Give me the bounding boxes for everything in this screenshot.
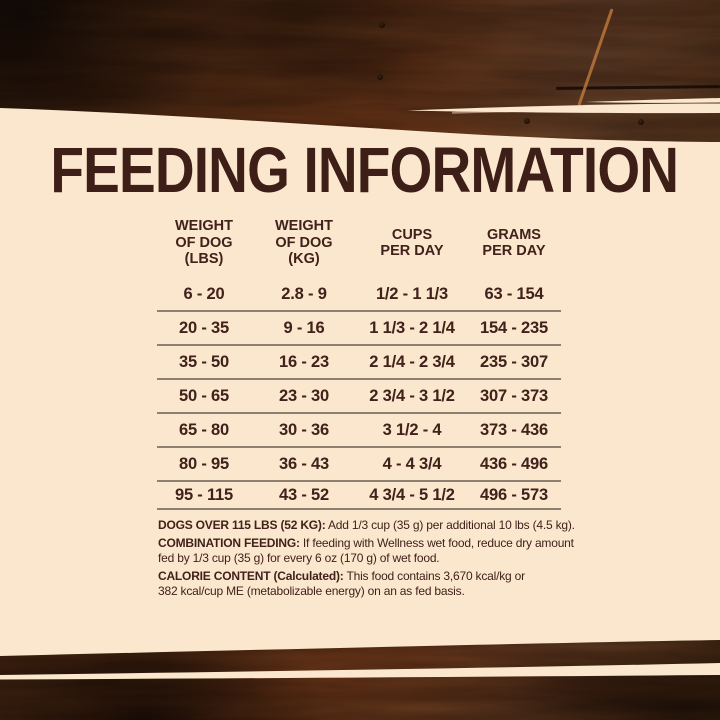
cell-cups: 4 - 4 3/4 [382,454,442,473]
cell-weight-lbs: 6 - 20 [183,284,225,303]
table-row: 6 - 20 2.8 - 9 1/2 - 1 1/3 63 - 154 [157,278,561,312]
note-lead: COMBINATION FEEDING: [158,535,300,550]
table-row: 80 - 95 36 - 43 4 - 4 3/4 436 - 496 [157,448,561,482]
note-calorie-content-cont: 382 kcal/cup ME (metabolizable energy) o… [158,584,588,600]
feeding-table: WEIGHT OF DOG (LBS) WEIGHT OF DOG (KG) C… [157,212,561,510]
cell-weight-lbs: 65 - 80 [179,420,229,439]
cell-grams: 154 - 235 [480,318,548,337]
header-weight-lbs: WEIGHT OF DOG (LBS) [175,218,233,268]
cell-grams: 496 - 573 [480,485,548,504]
header-cups-per-day: CUPS PER DAY [380,226,444,260]
cell-cups: 1 1/3 - 2 1/4 [369,318,455,337]
cell-cups: 2 3/4 - 3 1/2 [369,386,455,405]
panel-bottom-sliver [0,663,720,680]
panel-top-sliver-upper [585,98,720,103]
cell-grams: 307 - 373 [480,386,548,405]
feeding-notes: DOGS OVER 115 LBS (52 KG): Add 1/3 cup (… [158,518,588,600]
nail-dot [377,74,383,80]
cell-cups: 1/2 - 1 1/3 [375,284,449,303]
cell-cups: 3 1/2 - 4 [382,420,442,439]
nail-dot [638,119,644,125]
note-combination-feeding: COMBINATION FEEDING: If feeding with Wel… [158,536,588,552]
nail-dot [379,22,385,28]
cell-weight-kg: 2.8 - 9 [281,284,327,303]
header-grams-per-day: GRAMS PER DAY [482,226,546,260]
note-text: Add 1/3 cup (35 g) per additional 10 lbs… [325,518,575,532]
table-body: 6 - 20 2.8 - 9 1/2 - 1 1/3 63 - 154 20 -… [157,278,561,510]
cell-weight-lbs: 80 - 95 [179,454,229,473]
header-weight-kg: WEIGHT OF DOG (KG) [275,218,333,268]
note-text: If feeding with Wellness wet food, reduc… [299,535,574,550]
note-text: 382 kcal/cup ME (metabolizable energy) o… [158,584,465,598]
note-dogs-over-115: DOGS OVER 115 LBS (52 KG): Add 1/3 cup (… [158,518,588,534]
cell-grams: 436 - 496 [480,454,548,473]
note-lead: DOGS OVER 115 LBS (52 KG): [158,518,326,532]
cell-grams: 373 - 436 [480,420,548,439]
table-row: 65 - 80 30 - 36 3 1/2 - 4 373 - 436 [157,414,561,448]
note-lead: CALORIE CONTENT (Calculated): [158,568,344,583]
note-text: This food contains 3,670 kcal/kg or [343,568,525,583]
note-calorie-content: CALORIE CONTENT (Calculated): This food … [158,569,588,585]
cell-weight-kg: 16 - 23 [279,352,329,371]
panel-top-sliver-lower [407,103,720,114]
cell-weight-kg: 43 - 52 [279,485,329,504]
cell-weight-lbs: 50 - 65 [179,386,229,405]
cell-grams: 63 - 154 [484,284,544,303]
cell-weight-lbs: 35 - 50 [179,352,229,371]
cell-weight-kg: 36 - 43 [279,454,329,473]
table-header-row: WEIGHT OF DOG (LBS) WEIGHT OF DOG (KG) C… [157,212,561,274]
table-row: 95 - 115 43 - 52 4 3/4 - 5 1/2 496 - 573 [157,482,561,510]
cell-weight-kg: 9 - 16 [283,318,325,337]
note-text: fed by 1/3 cup (35 g) for every 6 oz (17… [158,551,440,565]
cell-cups: 2 1/4 - 2 3/4 [369,352,455,371]
page-title: FEEDING INFORMATION [50,134,679,206]
cell-weight-kg: 30 - 36 [279,420,329,439]
note-combination-feeding-cont: fed by 1/3 cup (35 g) for every 6 oz (17… [158,551,588,567]
table-row: 50 - 65 23 - 30 2 3/4 - 3 1/2 307 - 373 [157,380,561,414]
cell-weight-kg: 23 - 30 [279,386,329,405]
cell-weight-lbs: 20 - 35 [179,318,229,337]
table-row: 35 - 50 16 - 23 2 1/4 - 2 3/4 235 - 307 [157,346,561,380]
cell-cups: 4 3/4 - 5 1/2 [369,485,455,504]
cell-weight-lbs: 95 - 115 [174,485,234,504]
nail-dot [524,118,530,124]
cell-grams: 235 - 307 [480,352,548,371]
table-row: 20 - 35 9 - 16 1 1/3 - 2 1/4 154 - 235 [157,312,561,346]
panel-main-shape [0,108,720,656]
